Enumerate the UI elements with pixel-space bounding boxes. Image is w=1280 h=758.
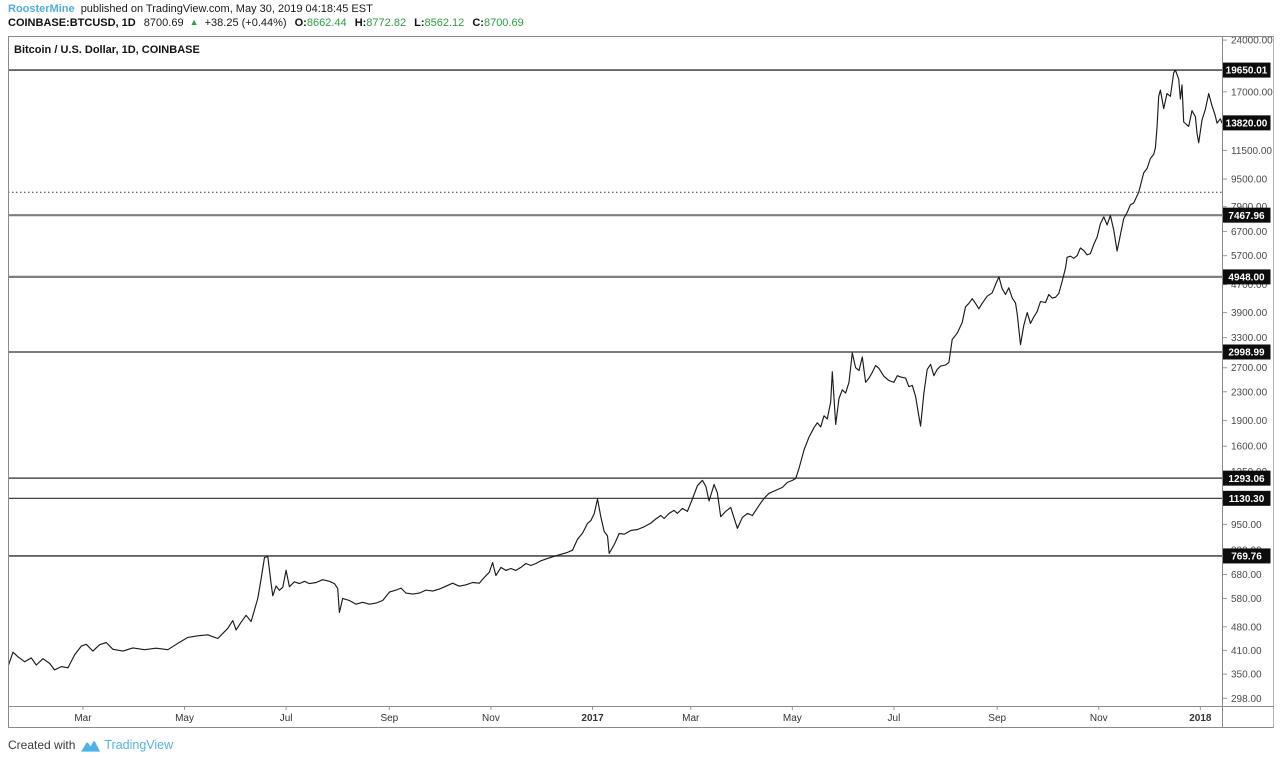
tradingview-logo-icon (80, 738, 101, 753)
y-axis-tick-label: 480.00 (1231, 622, 1262, 633)
y-axis-tick-label: 5700.00 (1231, 251, 1268, 262)
y-axis-tick-label: 1600.00 (1231, 442, 1268, 453)
quote-row: COINBASE:BTCUSD, 1D 8700.69 ▲ +38.25 (+0… (8, 17, 524, 29)
y-axis-tick-label: 3300.00 (1231, 333, 1268, 344)
y-axis-tick-label: 9500.00 (1231, 175, 1268, 186)
y-axis-tick-label: 2300.00 (1231, 387, 1268, 398)
x-axis-tick-label: Sep (380, 713, 398, 724)
y-axis-tick-label: 11500.00 (1231, 146, 1272, 157)
tradingview-brand-link[interactable]: TradingView (104, 738, 174, 752)
y-axis-tick-label: 17000.00 (1231, 87, 1273, 98)
price-badge-label: 4948.00 (1228, 273, 1265, 284)
created-with-label: Created with (8, 738, 76, 752)
y-axis-tick-label: 680.00 (1231, 570, 1262, 581)
y-axis-tick-label: 580.00 (1231, 594, 1262, 605)
price-badge-19650.01 (1222, 62, 1271, 78)
price-badge-label: 19650.01 (1226, 66, 1268, 77)
x-axis-tick-label: Jul (280, 713, 293, 724)
price-badge-2998.99 (1222, 344, 1271, 360)
y-axis-tick-label: 2700.00 (1231, 363, 1268, 374)
y-axis-tick-label: 1900.00 (1231, 416, 1268, 427)
y-axis-tick-label: 350.00 (1231, 670, 1262, 681)
price-line-series (8, 69, 1222, 671)
close-value: 8700.69 (483, 17, 524, 29)
x-axis-tick-label: Sep (988, 713, 1006, 724)
close-label: C: (472, 17, 484, 29)
x-axis-tick-label: Mar (682, 713, 700, 724)
attribution-footer: Created with TradingView (8, 735, 173, 755)
snapshot-header: RoosterMine published on TradingView.com… (8, 3, 373, 15)
x-axis-tick-label: Nov (1090, 713, 1108, 724)
low-value: 8562.12 (424, 17, 465, 29)
high-value: 8772.82 (366, 17, 407, 29)
x-axis-tick-label: May (783, 713, 802, 724)
y-axis-tick-label: 4700.00 (1231, 280, 1268, 291)
price-badge-4948.00 (1222, 269, 1271, 285)
y-axis-tick-label: 950.00 (1231, 520, 1262, 531)
y-axis-tick-label: 24000.00 (1231, 36, 1273, 47)
price-badge-769.76 (1222, 548, 1271, 564)
time-axis[interactable] (8, 706, 1222, 728)
x-axis-tick-label: 2017 (581, 713, 604, 724)
plot-background[interactable] (8, 37, 1222, 706)
y-axis-tick-label: 6700.00 (1231, 227, 1268, 238)
x-axis-tick-label: Jul (888, 713, 901, 724)
x-axis-tick-label: Mar (74, 713, 92, 724)
x-axis-tick-label: May (175, 713, 194, 724)
price-badge-1130.30 (1222, 490, 1271, 506)
open-label: O: (294, 17, 307, 29)
chart-legend-title: Bitcoin / U.S. Dollar, 1D, COINBASE (14, 44, 200, 56)
price-badge-label: 7467.96 (1228, 211, 1265, 222)
up-triangle-icon: ▲ (189, 17, 199, 27)
last-price-value: 8700.69 (143, 17, 184, 29)
low-label: L: (414, 17, 425, 29)
open-value: 8662.44 (306, 17, 347, 29)
x-axis-tick-label: Nov (482, 713, 500, 724)
price-badge-label: 2998.99 (1228, 348, 1265, 359)
price-badge-label: 769.76 (1231, 552, 1262, 563)
y-axis-tick-label: 3900.00 (1231, 308, 1268, 319)
price-axis[interactable] (1223, 37, 1274, 728)
price-badge-label: 13820.00 (1226, 118, 1268, 129)
change-value: +38.25 (+0.44%) (204, 17, 287, 29)
y-axis-tick-label: 298.00 (1231, 694, 1262, 705)
price-badge-7467.96 (1222, 207, 1271, 223)
price-badge-label: 1130.30 (1229, 494, 1265, 505)
x-axis-tick-label: 2018 (1189, 713, 1212, 724)
symbol-interval-label: COINBASE:BTCUSD, 1D (8, 17, 136, 29)
high-label: H: (354, 17, 367, 29)
author-link[interactable]: RoosterMine (8, 3, 75, 15)
y-axis-tick-label: 410.00 (1231, 646, 1262, 657)
published-text: published on TradingView.com, May 30, 20… (80, 3, 373, 15)
price-badge-1293.06 (1222, 470, 1271, 486)
price-badge-13820.00 (1222, 115, 1271, 131)
price-badge-label: 1293.06 (1228, 474, 1265, 485)
